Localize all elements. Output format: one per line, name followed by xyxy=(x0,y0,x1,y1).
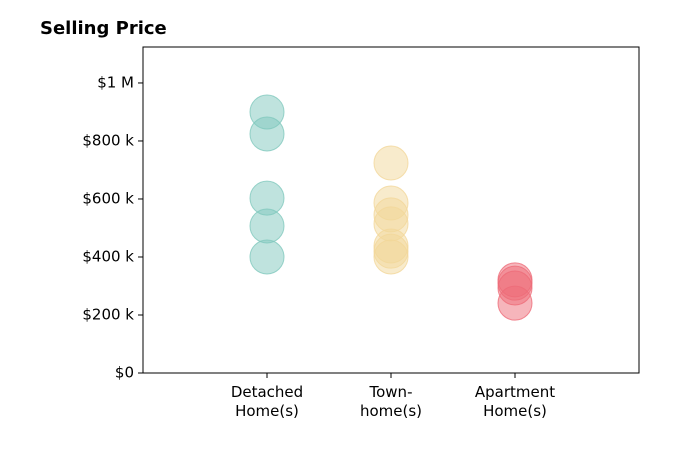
x-tick-label-line: Town- xyxy=(369,383,413,401)
y-tick-label: $1 M xyxy=(97,73,134,91)
point xyxy=(249,239,285,275)
point xyxy=(373,239,409,275)
x-tick-label: Town-home(s) xyxy=(360,383,422,420)
x-tick-label-line: Home(s) xyxy=(235,402,299,420)
x-tick-label-line: Apartment xyxy=(475,383,555,401)
y-tick-label: $600 k xyxy=(82,189,134,207)
point xyxy=(497,285,533,321)
x-tick-label-line: Detached xyxy=(231,383,303,401)
y-tick-label: $200 k xyxy=(82,305,134,323)
x-tick-label: Apartment Home(s) xyxy=(475,383,555,420)
point xyxy=(249,208,285,244)
chart-title: Selling Price xyxy=(40,18,167,39)
y-tick-label: $0 xyxy=(115,364,134,382)
point xyxy=(249,116,285,152)
point xyxy=(373,145,409,181)
x-tick-label: Detached Home(s) xyxy=(231,383,303,420)
x-tick-label-line: Home(s) xyxy=(483,402,547,420)
y-tick-label: $400 k xyxy=(82,247,134,265)
y-tick-label: $800 k xyxy=(82,131,134,149)
x-tick-label-line: home(s) xyxy=(360,402,422,420)
